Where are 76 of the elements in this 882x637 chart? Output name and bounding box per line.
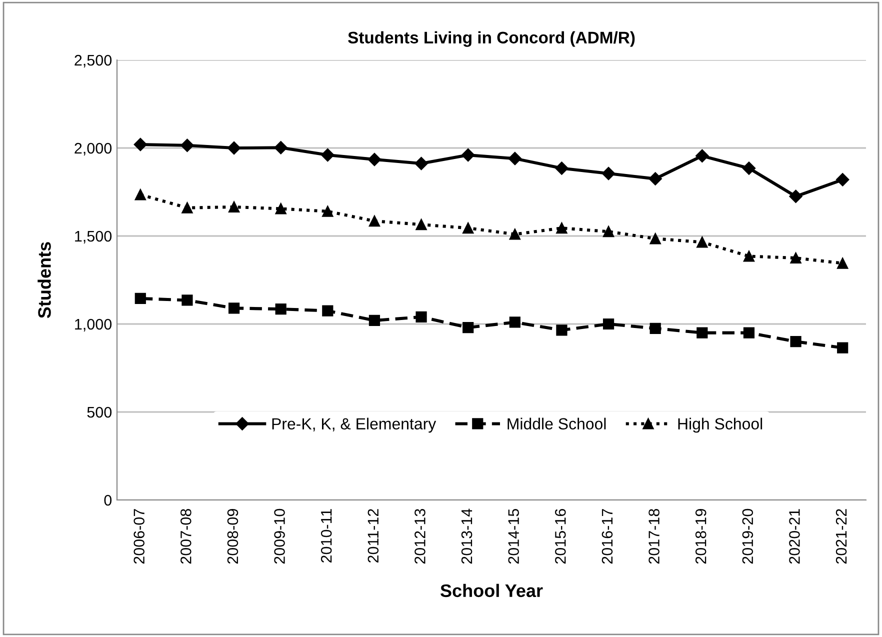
point (322, 305, 334, 316)
point (696, 236, 708, 248)
x-tick-label: 2021-22 (836, 509, 847, 564)
point (837, 342, 848, 354)
point (602, 226, 614, 238)
y-axis-title: Students (38, 242, 51, 318)
x-tick-label: 2006-07 (134, 509, 145, 564)
x-tick-label: 2018-19 (695, 509, 706, 564)
point (743, 250, 755, 262)
x-tick-label: 2009-10 (274, 508, 285, 564)
point (182, 294, 193, 306)
x-tick-label: 2008-09 (227, 509, 238, 564)
y-tick-label: 2,000 (74, 142, 112, 156)
point (837, 258, 848, 269)
point (416, 311, 427, 323)
x-tick-label: 2016-17 (602, 509, 613, 564)
y-tick-label: 1,000 (75, 318, 112, 332)
point (742, 162, 756, 175)
point (414, 156, 428, 170)
y-tick-label: 500 (87, 406, 112, 418)
point (509, 316, 520, 328)
point (275, 203, 286, 214)
point (275, 303, 286, 315)
legend-label: Pre-K, K, & Elementary (272, 418, 436, 433)
legend-label: Middle School (508, 418, 606, 430)
point (650, 233, 661, 244)
y-tick-label: 2,500 (74, 54, 112, 68)
point (462, 222, 474, 234)
x-tick-label: 2015-16 (555, 509, 566, 564)
point (602, 166, 616, 180)
point (696, 327, 708, 338)
point (648, 172, 662, 186)
x-axis-title: School Year (440, 584, 543, 598)
point (462, 148, 475, 162)
point (416, 219, 427, 230)
x-tick-label: 2019-20 (742, 508, 754, 564)
point (134, 189, 146, 200)
x-tick-label: 2014-15 (508, 508, 520, 564)
point (555, 162, 568, 175)
point (556, 222, 568, 234)
point (836, 173, 850, 186)
legend-label: High School (678, 418, 762, 433)
x-tick-label: 2012-13 (414, 509, 426, 564)
point (368, 314, 380, 326)
point (790, 252, 802, 264)
x-tick-label: 2013-14 (461, 508, 472, 564)
point (743, 327, 755, 338)
x-tick-label: 2007-08 (180, 508, 192, 564)
point (368, 152, 382, 166)
point (321, 148, 334, 162)
point (274, 141, 288, 154)
x-tick-label: 2010-11 (320, 509, 332, 562)
y-tick-label: 1,500 (75, 230, 112, 244)
point (509, 228, 520, 240)
point (134, 138, 147, 152)
point (508, 152, 522, 166)
x-tick-label: 2011-12 (368, 509, 379, 562)
point (228, 302, 240, 314)
point (696, 149, 709, 163)
point (182, 202, 193, 214)
point (228, 201, 240, 213)
point (602, 318, 614, 330)
point (789, 190, 802, 203)
point (462, 322, 474, 334)
chart-title: Students Living in Concord (ADM/R) (348, 31, 635, 47)
x-tick-label: 2017-18 (648, 508, 660, 564)
point (180, 138, 194, 152)
point (790, 336, 802, 348)
x-tick-label: 2020-21 (789, 509, 800, 564)
point (650, 322, 661, 334)
point (134, 292, 146, 304)
y-tick-label: 0 (104, 494, 112, 506)
point (368, 215, 380, 227)
point (322, 206, 334, 217)
point (556, 324, 568, 336)
point (227, 141, 241, 155)
